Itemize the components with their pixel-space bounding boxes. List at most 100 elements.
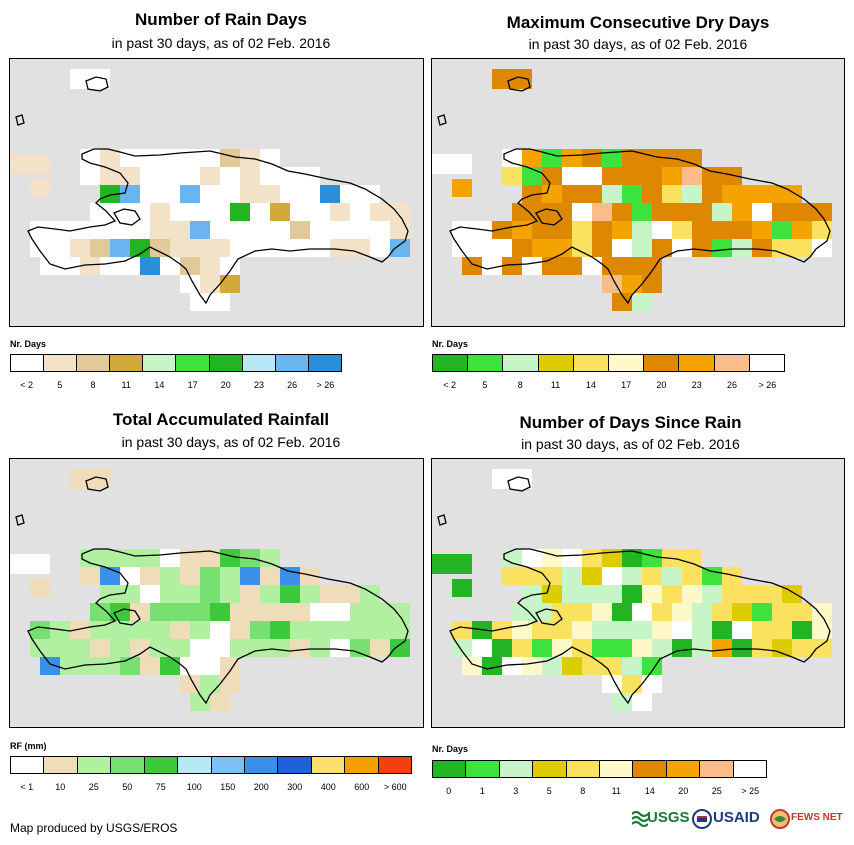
grid-cell xyxy=(30,579,50,597)
grid-cell xyxy=(220,275,240,293)
grid-cell xyxy=(532,603,552,621)
grid-cell xyxy=(732,221,752,239)
grid-cell xyxy=(190,293,210,311)
grid-cell xyxy=(220,675,240,693)
legend-swatch xyxy=(275,355,309,371)
legend-swatch xyxy=(378,757,412,773)
grid-cell xyxy=(662,185,682,203)
grid-cell xyxy=(662,567,682,585)
grid-cell xyxy=(200,675,220,693)
grid-cell xyxy=(250,239,270,257)
grid-cell xyxy=(452,621,472,639)
coastline xyxy=(507,476,531,492)
grid-cell xyxy=(120,257,140,275)
grid-cell xyxy=(732,239,752,257)
legend-label: 14 xyxy=(154,380,165,390)
coastline xyxy=(27,548,409,705)
grid-cell xyxy=(542,549,562,567)
grid-cell xyxy=(100,257,120,275)
legend-label: 8 xyxy=(517,380,523,390)
grid-cell xyxy=(30,239,50,257)
grid-cell xyxy=(110,239,130,257)
grid-cell xyxy=(330,221,350,239)
grid-cell xyxy=(752,621,772,639)
grid-cell xyxy=(532,239,552,257)
grid-cell xyxy=(622,585,642,603)
legend-label: 600 xyxy=(354,782,370,792)
legend-label: < 2 xyxy=(20,380,33,390)
grid-cell xyxy=(100,657,120,675)
usaid-seal-icon xyxy=(692,809,712,829)
grid-cell xyxy=(602,167,622,185)
grid-cell xyxy=(200,167,220,185)
grid-cell xyxy=(792,203,812,221)
grid-cell xyxy=(522,257,542,275)
legend-swatch xyxy=(609,355,645,371)
panel4-legend-title: Nr. Days xyxy=(432,744,469,754)
grid-cell xyxy=(150,221,170,239)
grid-cell xyxy=(612,221,632,239)
grid-cell xyxy=(452,221,472,239)
grid-cell xyxy=(70,639,90,657)
grid-cell xyxy=(492,221,512,239)
grid-cell xyxy=(752,639,772,657)
grid-cell xyxy=(250,203,270,221)
legend-label: 5 xyxy=(546,786,552,796)
panel2-legend-bar xyxy=(432,354,785,372)
grid-cell xyxy=(652,603,672,621)
panel2-outline xyxy=(437,76,831,305)
grid-cell xyxy=(572,621,592,639)
grid-cell xyxy=(712,221,732,239)
coastline xyxy=(449,548,831,705)
grid-cell xyxy=(752,603,772,621)
grid-cell xyxy=(582,149,602,167)
grid-cell xyxy=(110,639,130,657)
legend-swatch xyxy=(211,757,245,773)
grid-cell xyxy=(742,185,762,203)
grid-cell xyxy=(612,639,632,657)
panel1-legend-title: Nr. Days xyxy=(10,339,47,349)
grid-cell xyxy=(532,621,552,639)
grid-cell xyxy=(682,567,702,585)
grid-cell xyxy=(612,293,632,311)
legend-swatch xyxy=(278,757,312,773)
grid-cell xyxy=(220,149,240,167)
grid-cell xyxy=(562,167,582,185)
legend-label: 23 xyxy=(691,380,702,390)
fewsnet-globe-icon xyxy=(770,809,790,829)
grid-cell xyxy=(592,621,612,639)
grid-cell xyxy=(582,257,602,275)
grid-cell xyxy=(712,603,732,621)
grid-cell xyxy=(642,185,662,203)
grid-cell xyxy=(642,549,662,567)
grid-cell xyxy=(712,239,732,257)
legend-swatch xyxy=(209,355,243,371)
grid-cell xyxy=(712,621,732,639)
legend-label: > 26 xyxy=(758,380,777,390)
grid-cell xyxy=(180,185,200,203)
grid-cell xyxy=(692,639,712,657)
grid-cell xyxy=(370,203,390,221)
grid-cell xyxy=(200,549,220,567)
grid-cell xyxy=(70,239,90,257)
grid-cell xyxy=(542,567,562,585)
grid-cell xyxy=(722,585,742,603)
grid-cell xyxy=(140,657,160,675)
grid-cell xyxy=(230,639,250,657)
grid-cell xyxy=(672,203,692,221)
grid-cell xyxy=(320,185,340,203)
grid-cell xyxy=(502,149,522,167)
grid-cell xyxy=(562,185,582,203)
legend-swatch xyxy=(11,355,45,371)
grid-cell xyxy=(240,567,260,585)
grid-cell xyxy=(260,567,280,585)
panel2-map xyxy=(431,58,845,327)
grid-cell xyxy=(492,621,512,639)
grid-cell xyxy=(662,585,682,603)
usaid-text: USAID xyxy=(713,809,760,826)
legend-label: < 1 xyxy=(20,782,34,792)
grid-cell xyxy=(622,567,642,585)
grid-cell xyxy=(452,579,472,597)
legend-swatch xyxy=(679,355,715,371)
grid-cell xyxy=(30,621,50,639)
